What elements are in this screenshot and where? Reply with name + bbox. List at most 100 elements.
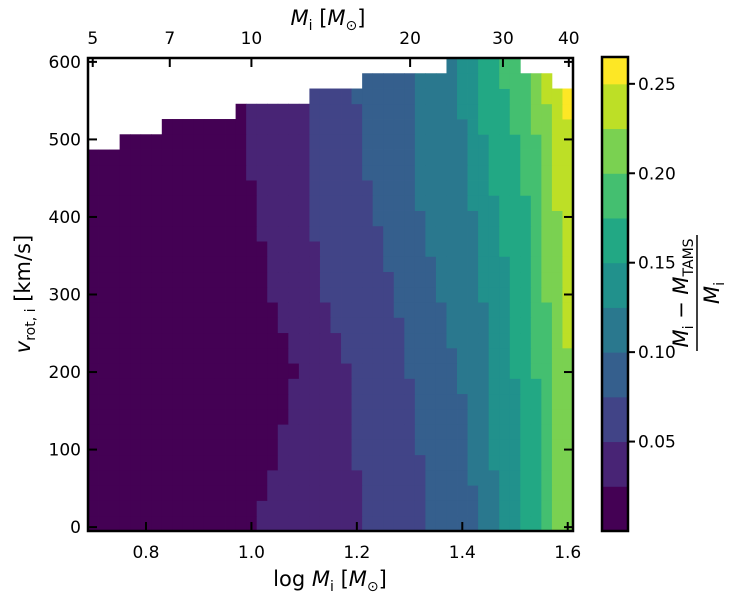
heatmap-cell — [383, 286, 395, 303]
heatmap-cell — [172, 195, 184, 211]
heatmap-cell — [562, 347, 574, 364]
heatmap-cell — [467, 225, 479, 242]
heatmap-cell — [488, 347, 500, 364]
heatmap-cell — [520, 271, 532, 288]
heatmap-cell — [457, 347, 468, 364]
heatmap-cell — [467, 393, 479, 410]
heatmap-cell — [446, 469, 458, 486]
heatmap-cell — [98, 454, 110, 471]
heatmap-cell — [161, 332, 173, 349]
heatmap-cell — [351, 88, 363, 105]
heatmap-cell — [235, 225, 247, 242]
heatmap-cell — [298, 515, 310, 532]
heatmap-cell — [330, 317, 342, 334]
heatmap-cell — [499, 363, 511, 379]
heatmap-cell — [446, 347, 458, 364]
heatmap-cell — [393, 515, 405, 532]
heatmap-cell — [214, 469, 226, 486]
heatmap-cell — [119, 408, 131, 425]
heatmap-cell — [309, 408, 321, 425]
heatmap-cell — [98, 302, 110, 318]
heatmap-cell — [541, 88, 553, 105]
heatmap-cell — [341, 286, 352, 303]
heatmap-cell — [235, 408, 247, 425]
heatmap-cell — [393, 378, 405, 395]
heatmap-cell — [140, 195, 152, 211]
heatmap-cell — [193, 424, 205, 440]
heatmap-cell — [393, 73, 405, 89]
svg-text:Mi: Mi — [700, 282, 728, 304]
heatmap-cell — [414, 164, 426, 181]
heatmap-cell — [182, 439, 194, 456]
heatmap-cell — [488, 408, 500, 425]
heatmap-cell — [383, 439, 395, 456]
heatmap-cell — [193, 332, 205, 349]
heatmap-cell — [457, 134, 468, 150]
heatmap-cell — [551, 88, 563, 105]
heatmap-cell — [562, 88, 574, 105]
heatmap-cell — [151, 256, 163, 273]
heatmap-cell — [446, 378, 458, 395]
heatmap-cell — [172, 286, 184, 303]
heatmap-cell — [98, 164, 110, 181]
heatmap-cell — [541, 195, 553, 211]
heatmap-cell — [140, 180, 152, 196]
heatmap-cell — [277, 424, 289, 440]
heatmap-cell — [509, 180, 521, 196]
heatmap-cell — [351, 195, 363, 211]
heatmap-cell — [98, 256, 110, 273]
heatmap-cell — [330, 119, 342, 135]
heatmap-cell — [467, 424, 479, 440]
heatmap-cell — [393, 317, 405, 334]
heatmap-cell — [319, 88, 331, 105]
heatmap-cell — [562, 134, 574, 150]
heatmap-cell — [109, 424, 121, 440]
heatmap-cell — [203, 302, 215, 318]
heatmap-cell — [541, 210, 553, 227]
heatmap-cell — [330, 302, 342, 318]
heatmap-cell — [425, 73, 437, 89]
heatmap-cell — [520, 347, 532, 364]
heatmap-cell — [414, 302, 426, 318]
heatmap-cell — [530, 103, 542, 120]
heatmap-cell — [130, 363, 142, 379]
heatmap-cell — [530, 393, 542, 410]
heatmap-cell — [351, 332, 363, 349]
heatmap-cell — [435, 469, 447, 486]
heatmap-cell — [562, 393, 574, 410]
heatmap-cell — [551, 271, 563, 288]
heatmap-cell — [267, 210, 279, 227]
heatmap-cell — [341, 103, 352, 120]
heatmap-cell — [372, 195, 384, 211]
heatmap-cell — [520, 454, 532, 471]
heatmap-cell — [119, 424, 131, 440]
heatmap-cell — [246, 302, 258, 318]
heatmap-cell — [109, 408, 121, 425]
heatmap-cell — [499, 164, 511, 181]
heatmap-cell — [499, 408, 511, 425]
heatmap-cell — [414, 424, 426, 440]
heatmap-cell — [341, 180, 352, 196]
heatmap-cell — [425, 439, 437, 456]
heatmap-cell — [256, 180, 268, 196]
heatmap-cell — [98, 500, 110, 517]
colorbar-tick-label: 0.05 — [638, 433, 676, 453]
heatmap-cell — [341, 500, 352, 517]
heatmap-cell — [298, 103, 310, 120]
heatmap-cell — [214, 378, 226, 395]
heatmap-cell — [214, 317, 226, 334]
heatmap-cell — [404, 271, 416, 288]
heatmap-cell — [246, 119, 258, 135]
heatmap-cell — [404, 88, 416, 105]
heatmap-cell — [246, 439, 258, 456]
heatmap-cell — [509, 119, 521, 135]
heatmap-cell — [351, 286, 363, 303]
heatmap-cell — [98, 210, 110, 227]
heatmap-cell — [372, 180, 384, 196]
heatmap-cell — [214, 271, 226, 288]
heatmap-cell — [435, 286, 447, 303]
heatmap-cell — [551, 195, 563, 211]
heatmap-cell — [119, 286, 131, 303]
heatmap-cell — [151, 286, 163, 303]
heatmap-cell — [151, 317, 163, 334]
